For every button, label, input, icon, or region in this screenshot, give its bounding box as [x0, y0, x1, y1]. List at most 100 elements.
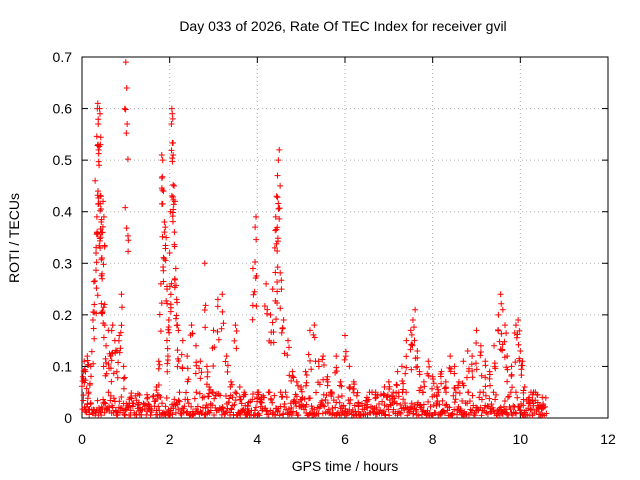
data-point	[100, 261, 107, 268]
data-point	[175, 357, 182, 364]
data-point	[168, 121, 175, 128]
data-point	[184, 378, 191, 385]
data-point	[320, 353, 327, 360]
data-point	[108, 378, 115, 385]
data-point	[389, 400, 396, 407]
data-point	[155, 365, 162, 372]
data-point	[503, 330, 510, 337]
data-point	[201, 307, 208, 314]
baseline-point	[169, 411, 176, 418]
data-point	[381, 391, 388, 398]
baseline-point	[382, 411, 389, 418]
data-point	[332, 369, 339, 376]
baseline-point	[451, 399, 458, 406]
data-point	[498, 300, 505, 307]
data-point	[93, 285, 100, 292]
data-point	[384, 393, 391, 400]
baseline-point	[303, 401, 310, 408]
baseline-point	[150, 392, 157, 399]
baseline-point	[175, 397, 182, 404]
data-point	[311, 334, 318, 341]
baseline-point	[319, 410, 326, 417]
data-point	[102, 372, 109, 379]
data-point	[512, 359, 519, 366]
data-point	[274, 238, 281, 245]
data-point	[520, 387, 527, 394]
data-point	[438, 380, 445, 387]
data-point	[122, 59, 129, 66]
baseline-point	[307, 395, 314, 402]
baseline-point	[101, 409, 108, 416]
data-point	[82, 368, 89, 375]
data-point	[249, 316, 256, 323]
baseline-point	[147, 405, 154, 412]
data-point	[482, 374, 489, 381]
data-point	[168, 192, 175, 199]
x-tick-label: 2	[166, 431, 174, 447]
data-point	[272, 227, 279, 234]
data-point	[302, 382, 309, 389]
baseline-point	[457, 407, 464, 414]
data-point	[511, 329, 518, 336]
data-point	[417, 384, 424, 391]
baseline-point	[336, 399, 343, 406]
baseline-point	[543, 410, 550, 417]
baseline-point	[490, 406, 497, 413]
data-point	[233, 345, 240, 352]
baseline-point	[507, 389, 514, 396]
data-point	[171, 198, 178, 205]
baseline-point	[127, 407, 134, 414]
y-tick-label: 0.2	[53, 307, 73, 323]
data-point	[409, 317, 416, 324]
data-point	[288, 377, 295, 384]
data-point	[425, 358, 432, 365]
data-point	[224, 362, 231, 369]
data-point	[219, 308, 226, 315]
data-point	[101, 243, 108, 250]
data-point	[88, 373, 95, 380]
data-point	[162, 224, 169, 231]
data-point	[164, 360, 171, 367]
data-point	[109, 322, 116, 329]
data-point	[251, 288, 258, 295]
baseline-point	[233, 390, 240, 397]
baseline-point	[538, 411, 545, 418]
baseline-point	[486, 395, 493, 402]
data-point	[97, 234, 104, 241]
baseline-point	[512, 409, 519, 416]
data-point	[520, 396, 527, 403]
data-point	[99, 275, 106, 282]
y-tick-label: 0	[64, 410, 72, 426]
baseline-point	[280, 410, 287, 417]
baseline-point	[312, 412, 319, 419]
baseline-point	[107, 397, 114, 404]
data-point	[228, 381, 235, 388]
data-point	[487, 382, 494, 389]
baseline-point	[355, 408, 362, 415]
baseline-point	[465, 389, 472, 396]
data-point	[214, 303, 221, 310]
data-point	[338, 392, 345, 399]
data-point	[211, 344, 218, 351]
baseline-point	[501, 397, 508, 404]
data-point	[504, 378, 511, 385]
data-point	[97, 134, 104, 141]
data-point	[534, 402, 541, 409]
data-point	[297, 386, 304, 393]
data-point	[434, 384, 441, 391]
data-point	[298, 396, 305, 403]
baseline-point	[105, 389, 112, 396]
data-point	[346, 363, 353, 370]
data-point	[113, 368, 120, 375]
baseline-point	[407, 406, 414, 413]
data-point	[273, 193, 280, 200]
baseline-point	[527, 406, 534, 413]
data-point	[124, 156, 131, 163]
baseline-point	[329, 411, 336, 418]
baseline-point	[147, 412, 154, 419]
data-point	[97, 192, 104, 199]
data-point	[478, 372, 485, 379]
data-point	[499, 306, 506, 313]
data-point	[437, 370, 444, 377]
data-point	[261, 302, 268, 309]
